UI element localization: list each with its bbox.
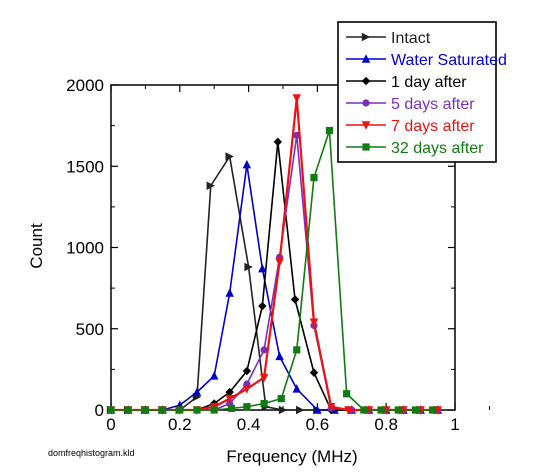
data-point: [293, 346, 301, 354]
data-point: [275, 258, 284, 267]
legend-label: 5 days after: [391, 96, 475, 113]
data-point: [278, 405, 288, 415]
data-point: [260, 346, 268, 354]
legend-item: Water Saturated: [346, 52, 507, 69]
data-point: [275, 351, 284, 361]
legend-label: 7 days after: [391, 118, 475, 135]
data-point: [377, 406, 385, 414]
series-layer: [106, 94, 442, 415]
data-point: [360, 406, 368, 414]
x-tick-label: 0.2: [168, 415, 192, 434]
series-1-day-after: [106, 137, 442, 415]
x-tick-label: 0.6: [306, 415, 330, 434]
legend-label: 32 days after: [391, 140, 484, 157]
data-point: [192, 387, 202, 396]
series-intact: [106, 152, 442, 415]
data-point: [242, 385, 252, 394]
data-point: [343, 390, 351, 398]
data-point: [227, 404, 235, 412]
data-point: [310, 174, 318, 182]
legend-item: 32 days after: [346, 140, 484, 157]
data-point: [225, 288, 234, 297]
legend-item: Intact: [346, 30, 431, 47]
data-point: [277, 395, 285, 403]
legend-label: Intact: [391, 30, 431, 47]
data-point: [429, 406, 437, 414]
y-tick-label: 1500: [66, 157, 104, 176]
legend-marker: [361, 121, 371, 130]
data-point: [309, 318, 319, 327]
data-point: [107, 406, 115, 414]
legend-marker: [361, 54, 371, 63]
data-point: [326, 403, 336, 412]
legend-label: Water Saturated: [391, 52, 507, 69]
legend-marker: [361, 76, 371, 86]
x-tick-label: 0.4: [237, 415, 261, 434]
legend-item: 5 days after: [346, 96, 475, 113]
legend-box: [337, 21, 497, 163]
data-point: [309, 368, 319, 377]
legend-item: 7 days after: [346, 118, 475, 135]
data-point: [141, 406, 149, 414]
data-point: [411, 406, 420, 414]
y-tick-label: 0: [95, 401, 104, 420]
series-line: [111, 141, 438, 411]
data-point: [296, 405, 305, 415]
legend-marker: [362, 143, 370, 151]
data-point: [225, 387, 234, 397]
x-tick-label: 1: [450, 415, 459, 434]
legend: Intact Water Saturated 1 day after 5 days a…: [337, 21, 507, 163]
data-point: [292, 94, 301, 103]
series-line: [111, 129, 433, 411]
y-tick-label: 1000: [66, 239, 104, 258]
data-point: [292, 384, 301, 393]
x-axis-title: Frequency (MHz): [226, 447, 357, 466]
data-point: [242, 366, 252, 376]
data-point: [176, 406, 184, 414]
legend-item: 1 day after: [346, 74, 467, 91]
data-point: [225, 152, 234, 161]
series-line: [111, 155, 438, 411]
data-point: [258, 263, 267, 273]
data-point: [242, 159, 252, 169]
y-tick-label: 2000: [66, 76, 104, 95]
legend-marker: [361, 32, 371, 42]
legend-label: 1 day after: [391, 74, 467, 91]
y-tick-label: 500: [76, 320, 104, 339]
x-tick-label: 0.8: [374, 415, 398, 434]
data-point: [313, 405, 322, 414]
legend-marker: [362, 99, 370, 107]
data-point: [325, 126, 334, 135]
data-point: [344, 406, 353, 415]
data-point: [244, 262, 253, 272]
series-32-days-after: [107, 126, 437, 414]
data-point: [259, 373, 269, 383]
data-point: [258, 301, 267, 311]
data-point: [206, 181, 215, 190]
source-filename: domfreqhistogram.kld: [48, 448, 135, 458]
data-point: [243, 403, 251, 411]
y-axis-title: Count: [27, 223, 46, 269]
data-point: [124, 406, 132, 414]
data-point: [159, 406, 167, 414]
data-point: [394, 406, 402, 414]
x-tick-label: 0: [106, 415, 115, 434]
data-point: [193, 406, 201, 414]
data-point: [225, 394, 234, 404]
axes: 0 0.2 0.4 0.6 0.8 1 0 500 1000 1500 2000: [66, 76, 490, 434]
data-point: [290, 295, 300, 304]
data-point: [273, 137, 283, 147]
data-point: [210, 371, 219, 380]
data-point: [260, 399, 268, 408]
data-point: [210, 406, 218, 414]
